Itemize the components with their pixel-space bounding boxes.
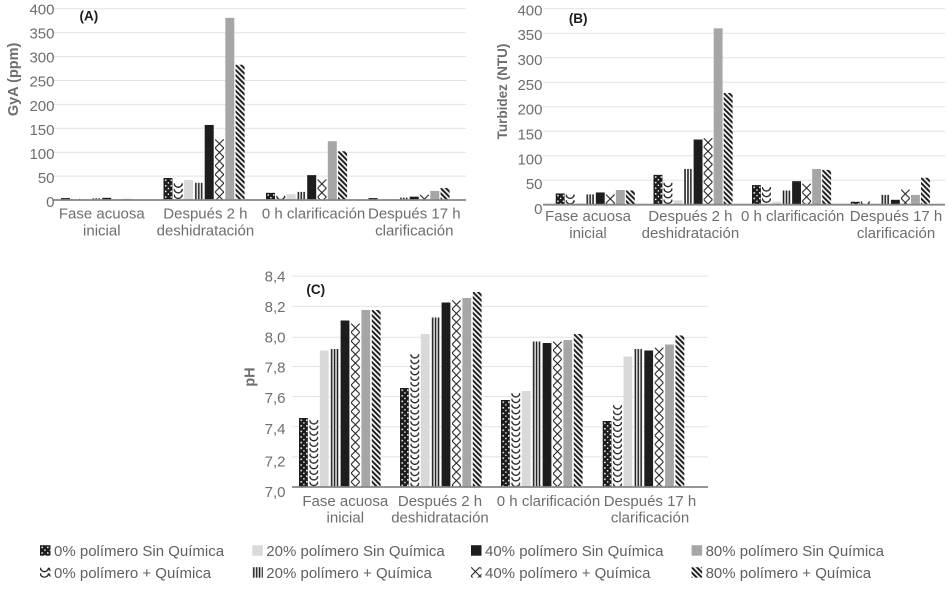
- svg-text:7,0: 7,0: [265, 484, 286, 501]
- svg-text:clarificación: clarificación: [857, 225, 935, 242]
- svg-text:Después 2 h: Después 2 h: [648, 208, 732, 225]
- svg-text:80% polímero Sin Química: 80% polímero Sin Química: [706, 543, 885, 560]
- svg-text:Después 2 h: Después 2 h: [398, 493, 482, 510]
- svg-text:7,2: 7,2: [265, 454, 286, 471]
- svg-text:150: 150: [517, 127, 542, 144]
- svg-text:40% polímero + Química: 40% polímero + Química: [485, 565, 651, 582]
- svg-text:8,4: 8,4: [265, 269, 286, 286]
- svg-text:20% polímero + Química: 20% polímero + Química: [266, 565, 432, 582]
- svg-text:Fase acuosa: Fase acuosa: [545, 208, 632, 225]
- svg-text:Después 17 h: Después 17 h: [604, 493, 697, 510]
- svg-text:8,2: 8,2: [265, 299, 286, 316]
- svg-text:350: 350: [29, 26, 54, 43]
- svg-text:deshidratación: deshidratación: [157, 223, 255, 240]
- svg-text:200: 200: [517, 102, 542, 119]
- svg-text:inicial: inicial: [569, 225, 607, 242]
- svg-text:0: 0: [46, 194, 54, 211]
- svg-text:pH: pH: [243, 367, 259, 386]
- svg-text:deshidratación: deshidratación: [642, 225, 740, 242]
- svg-text:Turbidez (NTU): Turbidez (NTU): [495, 44, 510, 140]
- svg-text:Después 2 h: Después 2 h: [163, 206, 247, 223]
- svg-text:200: 200: [29, 98, 54, 115]
- svg-text:350: 350: [517, 27, 542, 44]
- svg-text:400: 400: [29, 1, 54, 18]
- svg-text:400: 400: [517, 2, 542, 19]
- svg-text:0: 0: [534, 201, 542, 218]
- svg-text:300: 300: [29, 50, 54, 67]
- svg-text:Después 17 h: Después 17 h: [368, 206, 461, 223]
- svg-text:Fase acuosa: Fase acuosa: [302, 493, 389, 510]
- svg-text:inicial: inicial: [327, 509, 365, 526]
- svg-text:7,8: 7,8: [265, 360, 286, 377]
- svg-text:50: 50: [526, 176, 543, 193]
- svg-text:Después 17 h: Después 17 h: [850, 208, 943, 225]
- svg-text:250: 250: [29, 74, 54, 91]
- svg-text:GyA (ppm): GyA (ppm): [6, 42, 22, 116]
- svg-text:clarificación: clarificación: [375, 223, 453, 240]
- svg-text:20% polímero Sin Química: 20% polímero Sin Química: [266, 543, 445, 560]
- svg-text:150: 150: [29, 122, 54, 139]
- svg-text:(C): (C): [306, 282, 325, 297]
- svg-text:300: 300: [517, 52, 542, 69]
- svg-text:inicial: inicial: [83, 223, 121, 240]
- svg-text:0 h clarificación: 0 h clarificación: [497, 493, 600, 510]
- svg-text:50: 50: [38, 170, 55, 187]
- svg-text:Fase acuosa: Fase acuosa: [59, 206, 146, 223]
- svg-text:7,6: 7,6: [265, 390, 286, 407]
- svg-text:0% polímero + Química: 0% polímero + Química: [54, 565, 212, 582]
- svg-text:40% polímero Sin Química: 40% polímero Sin Química: [485, 543, 664, 560]
- svg-text:80% polímero + Química: 80% polímero + Química: [706, 565, 872, 582]
- svg-text:8,0: 8,0: [265, 330, 286, 347]
- svg-text:7,4: 7,4: [265, 421, 286, 438]
- svg-text:(B): (B): [569, 11, 588, 26]
- svg-text:250: 250: [517, 77, 542, 94]
- svg-text:deshidratación: deshidratación: [391, 509, 489, 526]
- svg-text:(A): (A): [80, 9, 99, 24]
- svg-text:0% polímero Sin Química: 0% polímero Sin Química: [54, 543, 225, 560]
- svg-text:clarificación: clarificación: [611, 509, 689, 526]
- svg-text:100: 100: [517, 151, 542, 168]
- svg-text:100: 100: [29, 146, 54, 163]
- svg-text:0 h clarificación: 0 h clarificación: [741, 208, 844, 225]
- svg-text:0 h clarificación: 0 h clarificación: [262, 206, 365, 223]
